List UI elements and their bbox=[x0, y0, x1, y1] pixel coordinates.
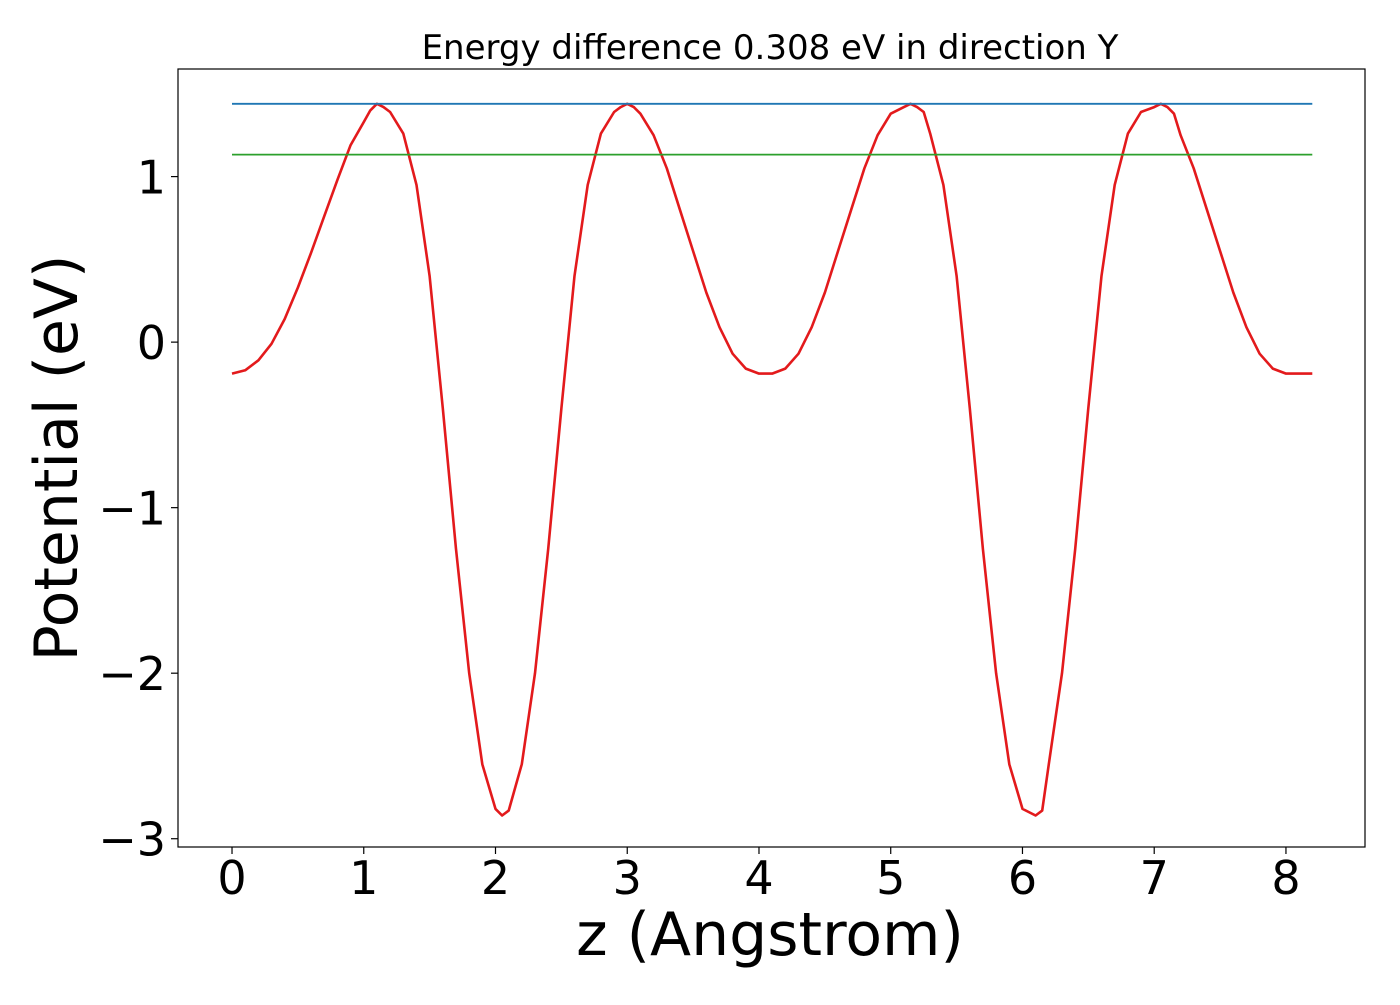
plot-frame bbox=[177, 68, 1366, 848]
x-tick-label: 3 bbox=[613, 851, 642, 905]
x-tick-label: 1 bbox=[349, 851, 378, 905]
y-tick-label: 1 bbox=[137, 151, 166, 205]
x-axis-label: z (Angstrom) bbox=[576, 900, 964, 970]
x-tick-label: 8 bbox=[1271, 851, 1300, 905]
y-tick-label: 0 bbox=[137, 316, 166, 370]
plot-lines bbox=[231, 102, 1313, 817]
x-tick-label: 6 bbox=[1008, 851, 1037, 905]
y-tick-label: −3 bbox=[98, 813, 166, 867]
y-axis-ticks: −3 −2 −1 0 1 bbox=[98, 151, 178, 867]
x-tick-label: 5 bbox=[876, 851, 905, 905]
y-tick-label: −2 bbox=[98, 647, 166, 701]
x-tick-label: 2 bbox=[481, 851, 510, 905]
series-line-0 bbox=[231, 102, 1313, 817]
y-axis-label: Potential (eV) bbox=[22, 255, 92, 662]
x-tick-label: 7 bbox=[1140, 851, 1169, 905]
chart-title: Energy difference 0.308 eV in direction … bbox=[422, 28, 1119, 68]
y-tick-label: −1 bbox=[98, 482, 166, 536]
x-tick-label: 4 bbox=[744, 851, 773, 905]
x-axis-ticks: 0 1 2 3 4 5 6 7 8 bbox=[217, 847, 1301, 905]
x-tick-label: 0 bbox=[217, 851, 246, 905]
